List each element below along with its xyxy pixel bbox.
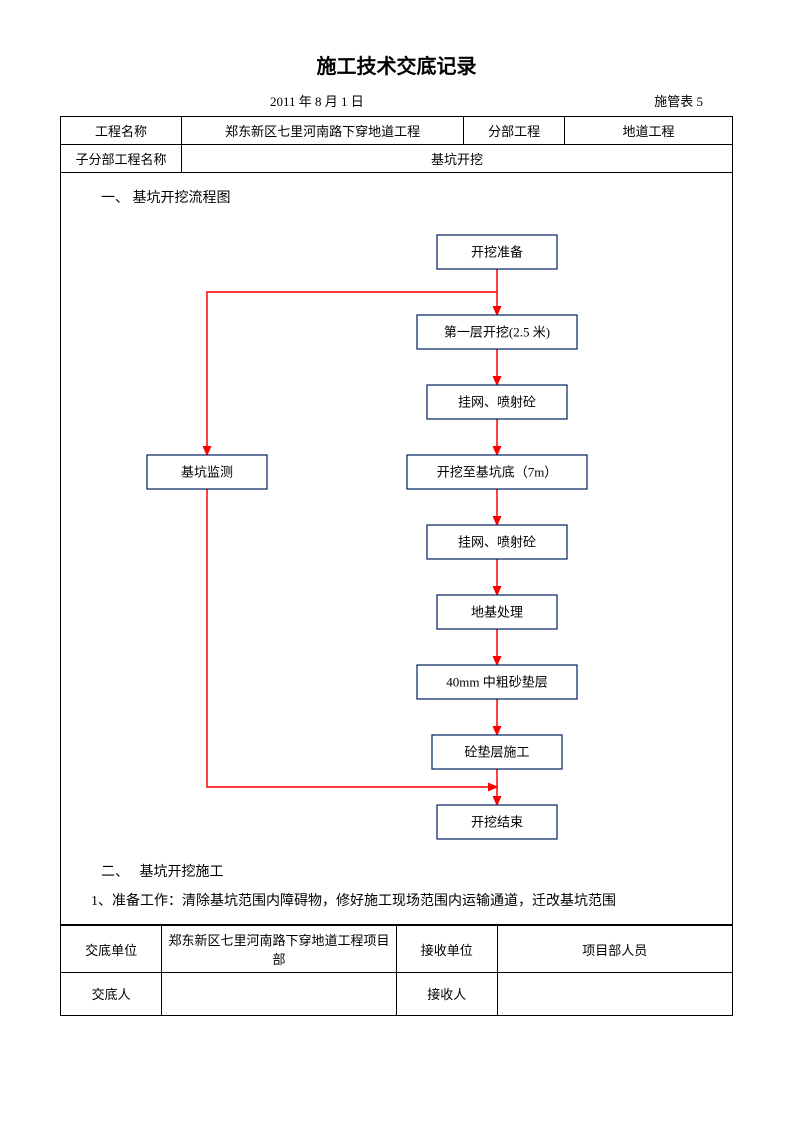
svg-text:开挖结束: 开挖结束 [470,815,522,830]
cell-value: 项目部人员 [497,926,732,973]
flowchart-svg: 开挖准备第一层开挖(2.5 米)挂网、喷射砼开挖至基坑底（7m）挂网、喷射砼地基… [87,215,707,855]
svg-text:开挖准备: 开挖准备 [470,245,522,260]
cell-label: 子分部工程名称 [61,145,182,173]
svg-text:基坑监测: 基坑监测 [180,465,232,480]
date-text: 2011 年 8 月 1 日 [270,91,364,110]
cell-label: 接收人 [396,973,497,1015]
section-2-title: 二、 基坑开挖施工 [101,861,722,881]
svg-text:挂网、喷射砼: 挂网、喷射砼 [457,535,535,550]
flowchart-container: 开挖准备第一层开挖(2.5 米)挂网、喷射砼开挖至基坑底（7m）挂网、喷射砼地基… [87,215,707,855]
cell-label: 工程名称 [61,117,182,145]
table-row: 工程名称 郑东新区七里河南路下穿地道工程 分部工程 地道工程 [61,117,733,145]
footer-table: 交底单位 郑东新区七里河南路下穿地道工程项目部 接收单位 项目部人员 交底人 接… [61,925,732,1015]
page-title: 施工技术交底记录 [60,50,733,79]
cell-value: 郑东新区七里河南路下穿地道工程项目部 [162,926,397,973]
svg-text:砼垫层施工: 砼垫层施工 [464,745,529,760]
svg-text:第一层开挖(2.5 米): 第一层开挖(2.5 米) [443,325,549,340]
svg-text:挂网、喷射砼: 挂网、喷射砼 [457,395,535,410]
table-row: 子分部工程名称 基坑开挖 [61,145,733,173]
cell-value [162,973,397,1015]
table-row: 交底单位 郑东新区七里河南路下穿地道工程项目部 接收单位 项目部人员 [61,926,732,973]
cell-value: 地道工程 [564,117,732,145]
cell-value: 基坑开挖 [181,145,732,173]
body-text: 1、准备工作：清除基坑范围内障碍物，修好施工现场范围内运输通道，迁改基坑范围 [91,889,712,914]
cell-label: 分部工程 [464,117,565,145]
table-number: 施管表 5 [654,91,703,110]
cell-value: 郑东新区七里河南路下穿地道工程 [181,117,463,145]
meta-table: 工程名称 郑东新区七里河南路下穿地道工程 分部工程 地道工程 子分部工程名称 基… [60,116,733,173]
cell-label: 交底人 [61,973,162,1015]
svg-text:40mm 中粗砂垫层: 40mm 中粗砂垫层 [446,675,547,690]
svg-text:地基处理: 地基处理 [470,605,522,620]
content-area: 一、 基坑开挖流程图 开挖准备第一层开挖(2.5 米)挂网、喷射砼开挖至基坑底（… [60,173,733,925]
svg-text:开挖至基坑底（7m）: 开挖至基坑底（7m） [436,465,557,480]
cell-label: 交底单位 [61,926,162,973]
footer-wrapper: 交底单位 郑东新区七里河南路下穿地道工程项目部 接收单位 项目部人员 交底人 接… [60,925,733,1016]
section-1-title: 一、 基坑开挖流程图 [101,187,722,207]
cell-label: 接收单位 [396,926,497,973]
cell-value [497,973,732,1015]
table-row: 交底人 接收人 [61,973,732,1015]
sub-header: 2011 年 8 月 1 日 施管表 5 [60,91,733,116]
